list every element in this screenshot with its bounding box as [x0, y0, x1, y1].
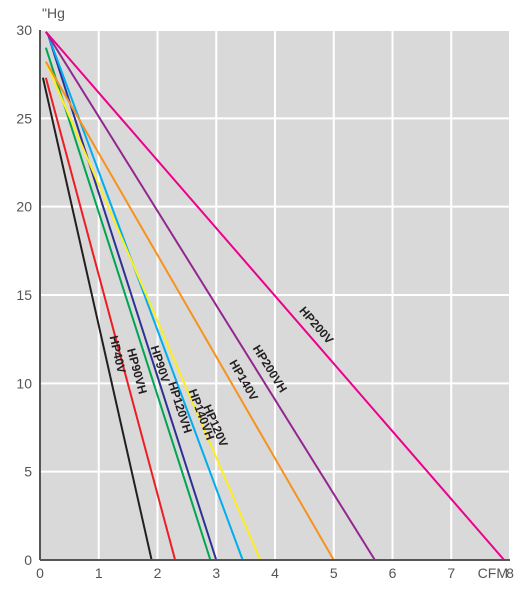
- x-tick-label: 2: [154, 565, 162, 581]
- x-tick-label: 4: [271, 565, 279, 581]
- y-tick-label: 25: [16, 110, 32, 126]
- x-tick-label: 6: [389, 565, 397, 581]
- y-tick-label: 10: [16, 375, 32, 391]
- x-axis-title: CFM: [478, 565, 508, 581]
- x-tick-label: 7: [447, 565, 455, 581]
- x-tick-label: 0: [36, 565, 44, 581]
- y-tick-label: 0: [24, 552, 32, 568]
- x-tick-label: 3: [212, 565, 220, 581]
- chart-svg: HP40VHP90VHHP90VHP120VHHP140VHHP120VHP14…: [0, 0, 530, 592]
- vacuum-performance-chart: HP40VHP90VHHP90VHP120VHHP140VHHP120VHP14…: [0, 0, 530, 592]
- y-tick-label: 30: [16, 22, 32, 38]
- y-tick-label: 5: [24, 464, 32, 480]
- y-tick-label: 15: [16, 287, 32, 303]
- y-axis-title: "Hg: [42, 5, 65, 21]
- x-tick-label: 5: [330, 565, 338, 581]
- y-tick-label: 20: [16, 199, 32, 215]
- x-tick-label: 1: [95, 565, 103, 581]
